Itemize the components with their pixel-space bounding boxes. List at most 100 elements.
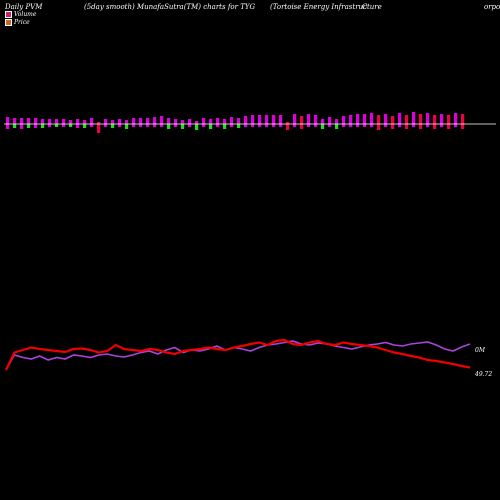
volume-bar-down: [279, 124, 283, 127]
volume-bar-down: [335, 124, 339, 129]
volume-bar-up: [160, 116, 164, 124]
volume-bar-up: [300, 116, 304, 124]
volume-bar-down: [258, 124, 262, 127]
volume-bar-up: [125, 120, 129, 124]
volume-bar-up: [146, 118, 150, 124]
volume-bar-down: [188, 124, 192, 127]
volume-bar-down: [202, 124, 206, 127]
volume-bar-down: [300, 124, 304, 129]
volume-bar-up: [412, 112, 416, 124]
volume-bar-down: [153, 124, 157, 127]
volume-bar-up: [384, 114, 388, 124]
volume-bar-up: [216, 118, 220, 124]
volume-bar-down: [447, 124, 451, 129]
volume-bar-down: [440, 124, 444, 127]
volume-bar-up: [48, 119, 52, 124]
volume-bar-down: [398, 124, 402, 127]
volume-bar-up: [251, 115, 255, 124]
volume-bar-down: [69, 124, 73, 127]
volume-bar-up: [188, 119, 192, 124]
volume-bar-down: [90, 124, 94, 127]
volume-bar-down: [461, 124, 465, 129]
volume-bar-up: [377, 115, 381, 124]
volume-bar-down: [97, 124, 101, 133]
volume-bar-down: [314, 124, 318, 127]
legend-volume-label: Volume: [14, 11, 37, 18]
volume-bar-down: [391, 124, 395, 129]
volume-bar-up: [111, 120, 115, 124]
volume-bar-up: [307, 114, 311, 124]
volume-bar-up: [433, 115, 437, 124]
volume-bar-up: [202, 118, 206, 124]
volume-bar-up: [454, 113, 458, 124]
volume-bar-up: [342, 116, 346, 124]
volume-bar-up: [34, 118, 38, 124]
volume-bar-up: [237, 118, 241, 124]
volume-bar-up: [335, 119, 339, 124]
volume-bar-up: [258, 115, 262, 124]
chart-title-company-c: C: [362, 3, 368, 11]
volume-bar-up: [398, 113, 402, 124]
volume-axis-label: 0M: [475, 347, 486, 354]
volume-bar-down: [41, 124, 45, 128]
volume-bar-up: [370, 113, 374, 124]
volume-bar-up: [104, 119, 108, 124]
volume-bar-down: [34, 124, 38, 128]
legend-volume: Volume: [5, 11, 36, 18]
volume-bar-up: [174, 119, 178, 124]
volume-bar-down: [209, 124, 213, 129]
volume-bar-down: [132, 124, 136, 127]
volume-bar-up: [265, 115, 269, 124]
volume-bar-down: [48, 124, 52, 127]
volume-bar-up: [328, 117, 332, 124]
volume-bar-up: [314, 115, 318, 124]
volume-bar-up: [209, 119, 213, 124]
volume-bar-up: [293, 114, 297, 124]
volume-bar-up: [20, 118, 24, 124]
volume-bar-down: [419, 124, 423, 129]
volume-bar-up: [97, 122, 101, 124]
volume-bar-down: [426, 124, 430, 127]
volume-bar-down: [83, 124, 87, 128]
volume-bar-down: [356, 124, 360, 127]
volume-bar-down: [251, 124, 255, 127]
volume-bar-up: [244, 116, 248, 124]
volume-bar-up: [167, 118, 171, 124]
volume-bar-down: [223, 124, 227, 129]
volume-bar-down: [321, 124, 325, 129]
volume-bar-down: [384, 124, 388, 127]
volume-bar-down: [433, 124, 437, 129]
chart-title-daily-pvm: Daily PVM: [5, 3, 43, 11]
volume-bar-up: [356, 114, 360, 124]
volume-bar-down: [174, 124, 178, 127]
volume-bar-up: [419, 114, 423, 124]
volume-bar-up: [83, 120, 87, 124]
volume-bar-down: [349, 124, 353, 127]
volume-bar-down: [181, 124, 185, 129]
volume-bar-down: [6, 124, 10, 129]
volume-bar-down: [328, 124, 332, 127]
volume-bar-down: [111, 124, 115, 128]
volume-bars: [6, 112, 465, 133]
volume-bar-down: [216, 124, 220, 127]
volume-bar-up: [76, 119, 80, 124]
volume-bar-down: [265, 124, 269, 127]
price-line: [5, 338, 471, 371]
volume-bar-up: [349, 115, 353, 124]
legend-volume-swatch: [5, 11, 12, 18]
volume-bar-up: [461, 114, 465, 124]
legend-price: Price: [5, 19, 30, 26]
volume-bar-up: [223, 119, 227, 124]
legend-price-swatch: [5, 19, 12, 26]
volume-bar-up: [118, 119, 122, 124]
volume-bar-down: [230, 124, 234, 127]
volume-bar-down: [286, 124, 290, 130]
volume-bar-down: [13, 124, 17, 128]
chart-title-company: (Tortoise Energy Infrastructure: [270, 3, 382, 11]
volume-bar-down: [125, 124, 129, 129]
volume-bar-up: [13, 118, 17, 124]
volume-bar-down: [377, 124, 381, 130]
volume-bar-up: [90, 118, 94, 124]
volume-bar-down: [55, 124, 59, 127]
volume-bar-down: [293, 124, 297, 127]
